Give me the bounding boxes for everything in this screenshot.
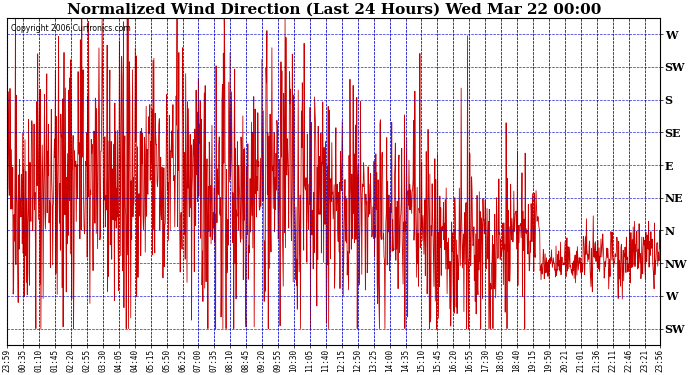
Text: Copyright 2006 Curtronics.com: Copyright 2006 Curtronics.com — [10, 24, 130, 33]
Title: Normalized Wind Direction (Last 24 Hours) Wed Mar 22 00:00: Normalized Wind Direction (Last 24 Hours… — [67, 3, 601, 17]
